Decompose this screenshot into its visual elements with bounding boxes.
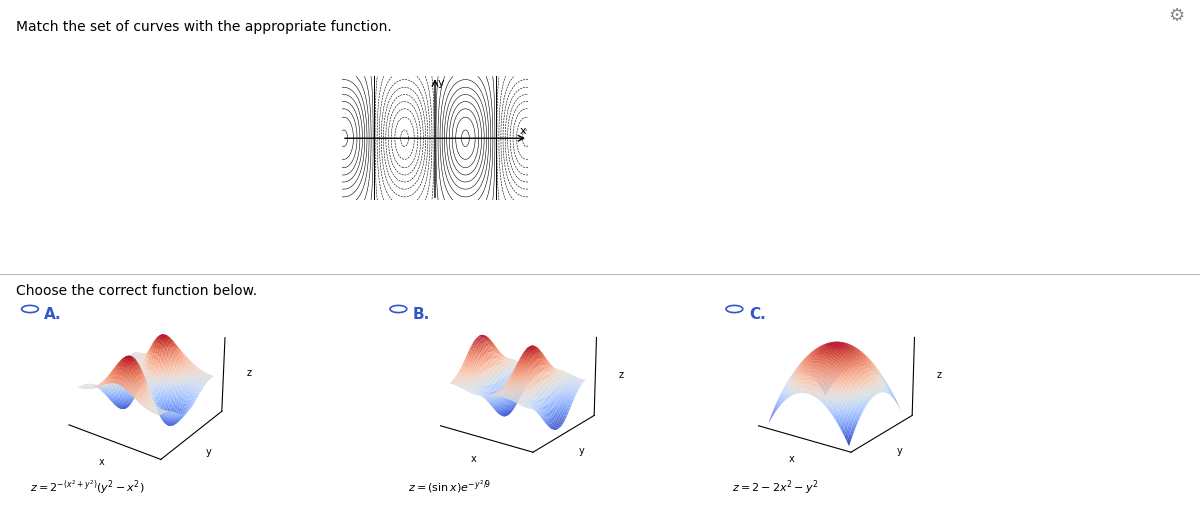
Text: $z=2^{-(x^2+y^2)}(y^2-x^2)$: $z=2^{-(x^2+y^2)}(y^2-x^2)$ (30, 479, 144, 496)
Text: x: x (520, 126, 526, 136)
Y-axis label: y: y (578, 445, 584, 456)
Text: y: y (438, 78, 444, 88)
Text: Match the set of curves with the appropriate function.: Match the set of curves with the appropr… (16, 20, 391, 34)
Text: Choose the correct function below.: Choose the correct function below. (16, 284, 257, 298)
Text: C.: C. (749, 307, 766, 322)
Text: B.: B. (413, 307, 430, 322)
Text: A.: A. (44, 307, 62, 322)
Text: $z=(\sin x)e^{-y^2/9}$: $z=(\sin x)e^{-y^2/9}$ (408, 479, 491, 495)
X-axis label: x: x (470, 454, 476, 463)
X-axis label: x: x (788, 454, 794, 463)
Y-axis label: y: y (205, 447, 211, 457)
X-axis label: x: x (100, 457, 104, 467)
Text: ⚙: ⚙ (1169, 7, 1184, 25)
Text: $z=2-2x^2-y^2$: $z=2-2x^2-y^2$ (732, 479, 818, 497)
Y-axis label: y: y (896, 445, 902, 456)
